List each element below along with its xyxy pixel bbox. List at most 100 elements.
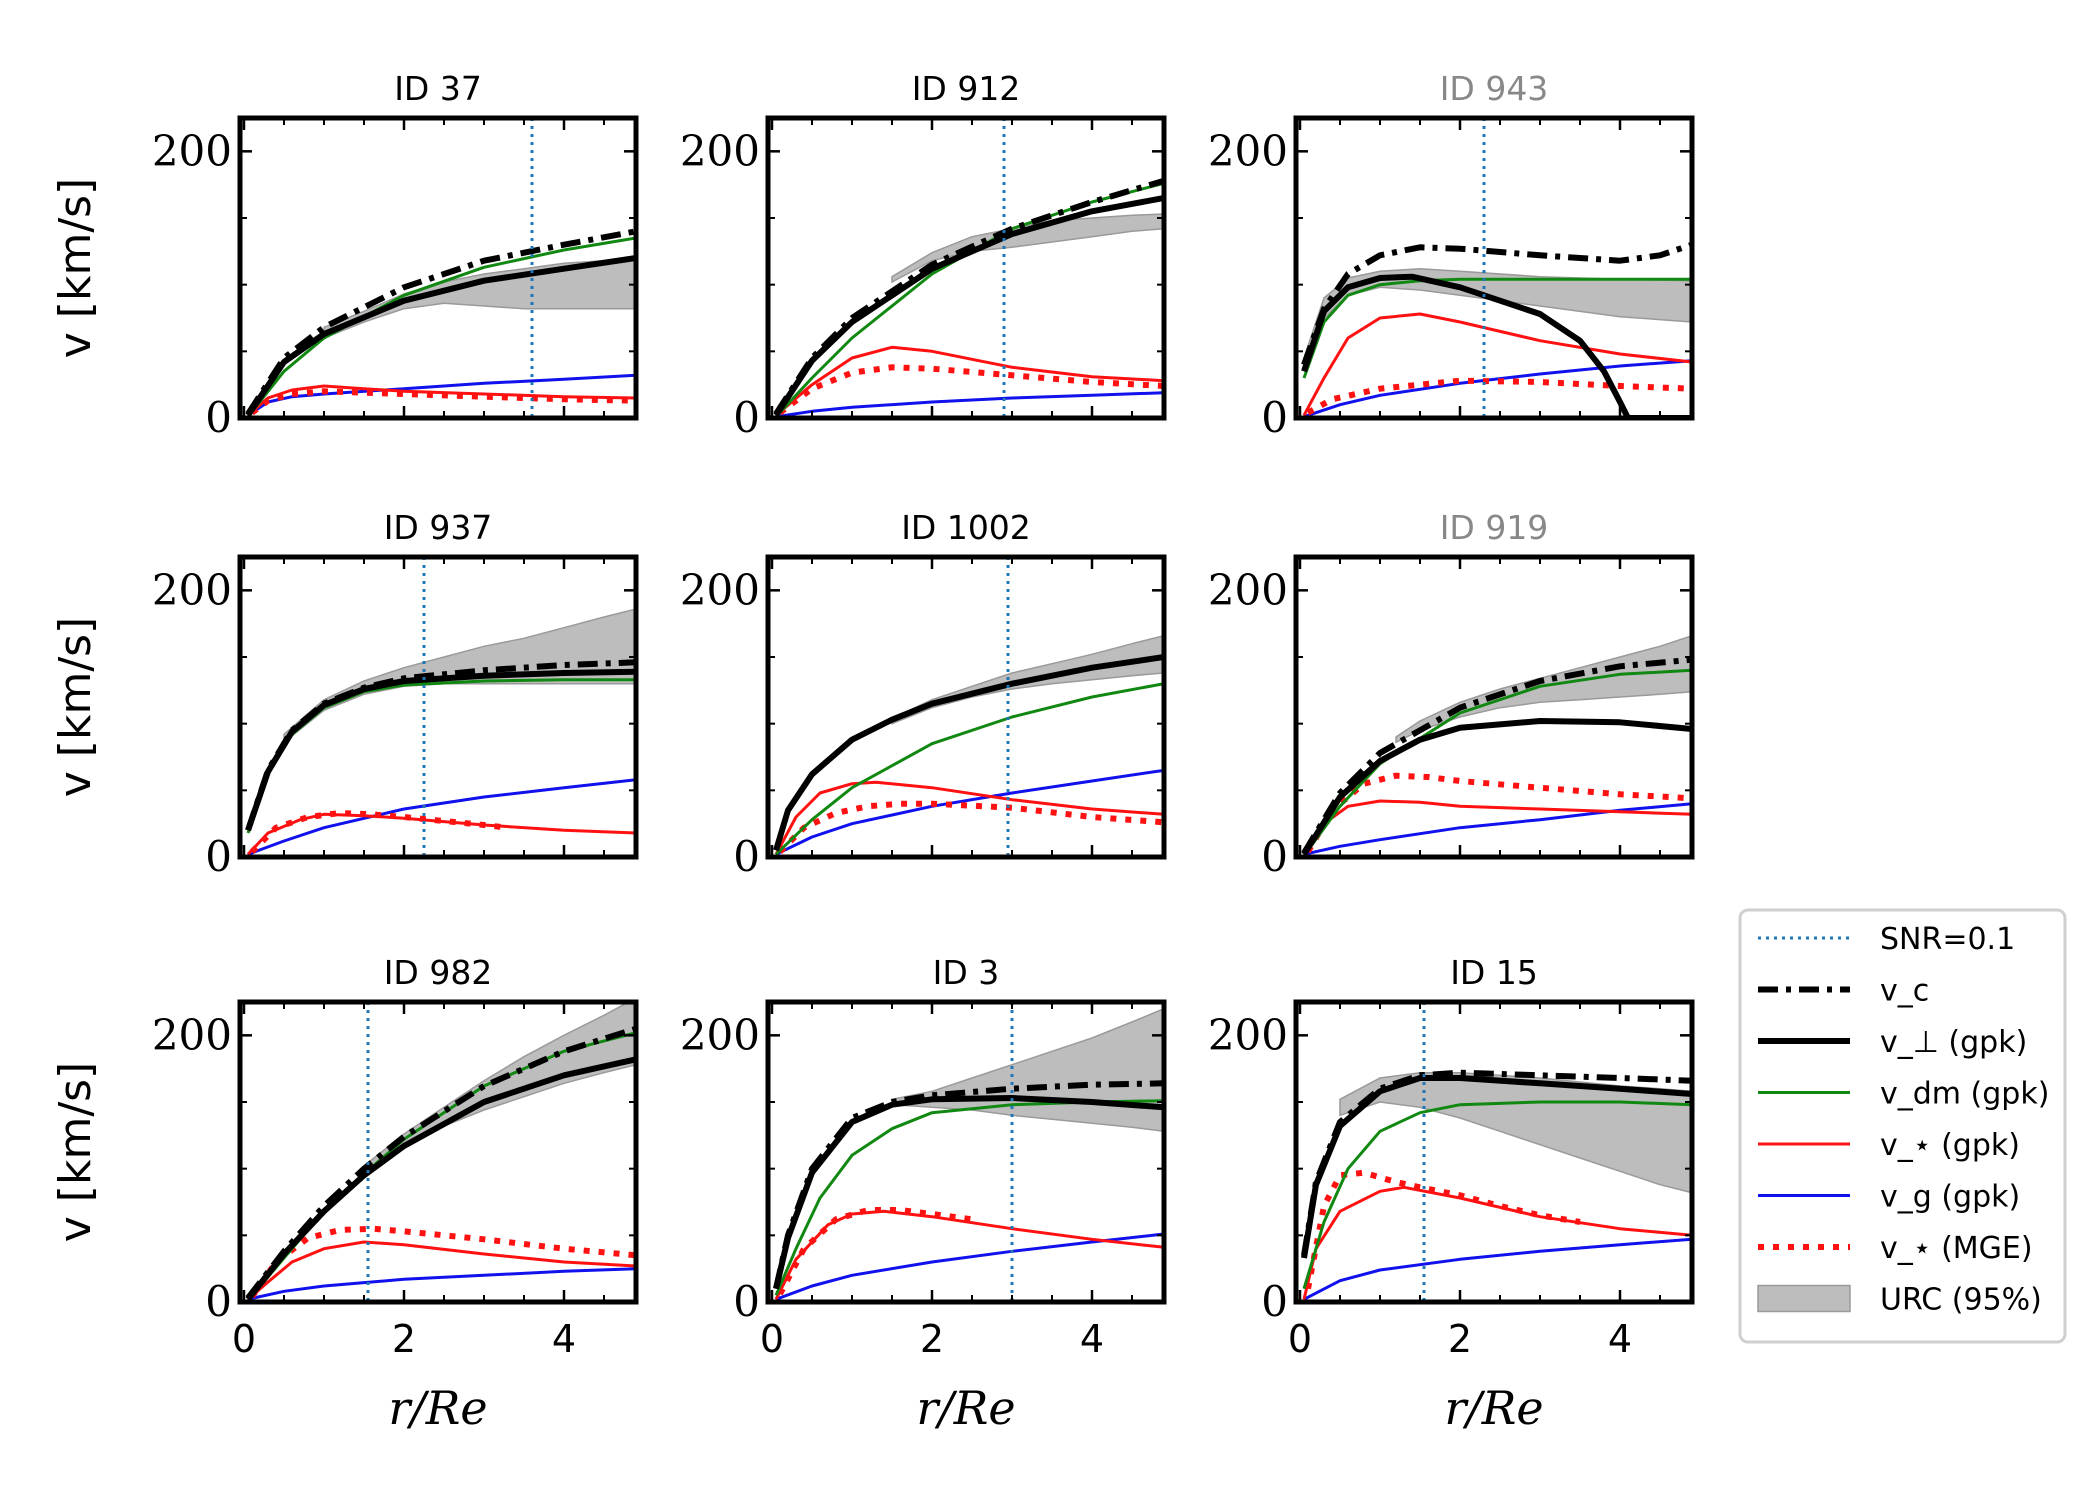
panel-title: ID 912 — [912, 69, 1021, 108]
line-vdm — [246, 678, 636, 834]
line-vdm — [1302, 1100, 1692, 1290]
panel-title: ID 37 — [394, 69, 482, 108]
plot-area — [1301, 1002, 1692, 1302]
y-tick-label: 0 — [205, 1277, 232, 1326]
y-tick-label: 0 — [205, 393, 232, 442]
panel-title: ID 3 — [933, 953, 1000, 992]
legend-item-vstar: v_⋆ (gpk) — [1758, 1128, 2020, 1163]
panel-frame — [765, 115, 1167, 421]
legend-label: v_dm (gpk) — [1880, 1077, 2049, 1112]
line-vperp — [773, 1095, 1164, 1290]
line-vstar — [774, 780, 1164, 856]
line-vc — [245, 659, 636, 832]
panel-frame — [237, 999, 639, 1305]
line-vc — [245, 1025, 636, 1300]
y-tick-label: 0 — [733, 393, 760, 442]
line-vdm — [1302, 668, 1692, 857]
panel-frame — [237, 554, 639, 860]
panel-2: 0 200 ID 912 — [680, 69, 1167, 442]
panel-frame — [1293, 999, 1695, 1305]
y-tick-label: 200 — [152, 1010, 232, 1059]
line-vstar — [247, 1240, 636, 1301]
plot-area — [1301, 118, 1692, 418]
line-vg — [775, 1232, 1164, 1301]
line-vmge — [1306, 377, 1692, 416]
x-tick-label: 2 — [1448, 1317, 1472, 1361]
line-vdm — [774, 1099, 1164, 1296]
line-vperp — [245, 668, 636, 832]
legend-item-vg: v_g (gpk) — [1758, 1180, 2020, 1215]
line-vmge — [250, 388, 636, 416]
line-vg — [1303, 359, 1692, 418]
legend-label: v_g (gpk) — [1880, 1180, 2020, 1215]
panel-9: 0 200 0 2 4 r/Re ID 15 — [1208, 953, 1695, 1435]
x-axis-label: r/Re — [916, 1381, 1015, 1435]
y-tick-label: 0 — [1261, 832, 1288, 881]
urc-band — [1395, 634, 1692, 744]
plot-area — [773, 1002, 1164, 1302]
panel-frame — [1293, 554, 1695, 860]
legend-item-vc: v_c — [1758, 974, 1929, 1009]
x-axis-label: r/Re — [1444, 1381, 1543, 1435]
line-vperp — [773, 654, 1164, 852]
line-vc — [1301, 656, 1692, 855]
y-tick-label: 0 — [1261, 393, 1288, 442]
panel-title: ID 1002 — [901, 508, 1031, 547]
panel-title: ID 982 — [384, 953, 493, 992]
line-vg — [247, 778, 636, 856]
panel-frame — [237, 115, 639, 421]
panel-4: 0 200 ID 937 v [km/s] — [50, 508, 639, 881]
line-vg — [775, 768, 1164, 856]
legend-label: v_⋆ (gpk) — [1880, 1128, 2020, 1163]
panel-1: 0 200 ID 37 v [km/s] — [50, 69, 639, 442]
panel-5: 0 200 ID 1002 — [680, 508, 1167, 881]
line-vstar — [774, 1209, 1164, 1300]
y-tick-label: 200 — [680, 1010, 760, 1059]
y-tick-label: 200 — [1208, 565, 1288, 614]
line-vmge — [777, 800, 1164, 854]
legend-item-urc: URC (95%) — [1757, 1283, 2042, 1318]
x-tick-label: 2 — [920, 1317, 944, 1361]
y-tick-label: 0 — [733, 832, 760, 881]
line-vc — [1301, 1069, 1692, 1256]
line-vc — [1301, 241, 1692, 366]
line-vmge — [1305, 1169, 1581, 1290]
panel-title: ID 15 — [1450, 953, 1538, 992]
urc-band — [323, 259, 636, 340]
panel-8: 0 200 0 2 4 r/Re ID 3 — [680, 953, 1167, 1435]
line-vperp — [245, 255, 636, 417]
line-vg — [247, 1267, 636, 1301]
line-vperp — [773, 195, 1164, 417]
x-tick-label: 0 — [760, 1317, 784, 1361]
panel-title: ID 937 — [384, 508, 493, 547]
plot-area — [245, 118, 636, 418]
panel-frame — [765, 999, 1167, 1305]
line-vperp — [1301, 273, 1692, 418]
line-vmge — [249, 810, 509, 854]
x-tick-label: 4 — [552, 1317, 576, 1361]
line-vperp — [1301, 718, 1692, 856]
plot-area — [245, 1002, 636, 1302]
line-vg — [1303, 1237, 1692, 1301]
line-vperp — [245, 1056, 636, 1302]
legend-label: SNR=0.1 — [1880, 922, 2015, 957]
x-tick-label: 4 — [1080, 1317, 1104, 1361]
legend-label: v_c — [1880, 974, 1929, 1009]
x-tick-label: 2 — [392, 1317, 416, 1361]
plot-area — [1301, 634, 1692, 857]
y-tick-label: 200 — [152, 565, 232, 614]
y-axis-label: v [km/s] — [50, 617, 101, 797]
line-vstar — [1302, 312, 1692, 417]
line-vdm — [774, 181, 1164, 418]
x-axis-label: r/Re — [388, 1381, 487, 1435]
line-vg — [775, 391, 1164, 418]
line-vstar — [1302, 1185, 1692, 1300]
legend-item-vmge: v_⋆ (MGE) — [1758, 1231, 2033, 1266]
y-tick-label: 200 — [680, 126, 760, 175]
y-tick-label: 0 — [733, 1277, 760, 1326]
plot-area — [773, 557, 1164, 857]
panel-7: 0 200 0 2 4 r/Re ID 982 v [km/s] — [50, 953, 639, 1435]
panel-6: 0 200 ID 919 — [1208, 508, 1695, 881]
